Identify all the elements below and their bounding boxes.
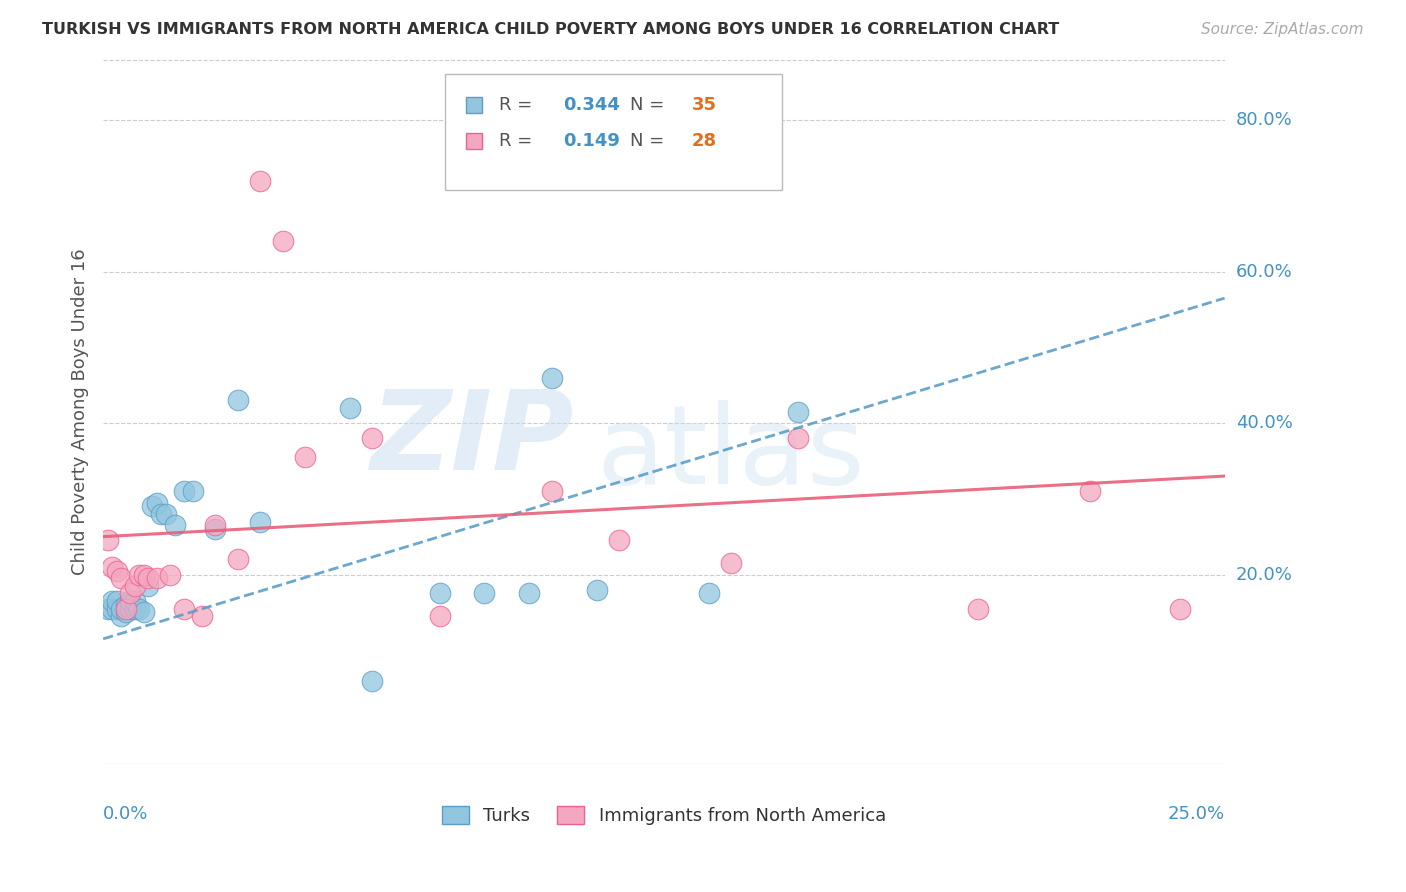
- Text: TURKISH VS IMMIGRANTS FROM NORTH AMERICA CHILD POVERTY AMONG BOYS UNDER 16 CORRE: TURKISH VS IMMIGRANTS FROM NORTH AMERICA…: [42, 22, 1060, 37]
- Point: [114, 598, 136, 612]
- Point: [163, 518, 186, 533]
- Point: [249, 174, 271, 188]
- Text: R =: R =: [499, 132, 538, 150]
- Text: 40.0%: 40.0%: [1236, 414, 1292, 432]
- FancyBboxPatch shape: [446, 74, 782, 190]
- Point: [181, 484, 204, 499]
- Point: [226, 552, 249, 566]
- Point: [787, 405, 810, 419]
- Text: 80.0%: 80.0%: [1236, 112, 1292, 129]
- Point: [118, 586, 141, 600]
- Point: [697, 586, 720, 600]
- Point: [146, 571, 169, 585]
- Point: [132, 567, 155, 582]
- Point: [124, 579, 146, 593]
- Point: [101, 560, 124, 574]
- Point: [97, 601, 120, 615]
- Point: [294, 450, 316, 464]
- Point: [118, 594, 141, 608]
- Point: [150, 507, 173, 521]
- Point: [271, 235, 294, 249]
- Text: atlas: atlas: [596, 401, 865, 508]
- Point: [474, 586, 496, 600]
- Text: 35: 35: [692, 96, 717, 114]
- Point: [105, 601, 128, 615]
- Point: [146, 495, 169, 509]
- Point: [105, 594, 128, 608]
- Point: [101, 601, 124, 615]
- Point: [540, 370, 562, 384]
- Point: [110, 601, 132, 615]
- Point: [97, 533, 120, 548]
- Point: [110, 609, 132, 624]
- Point: [105, 564, 128, 578]
- Point: [585, 582, 607, 597]
- Text: 0.149: 0.149: [562, 132, 620, 150]
- Point: [787, 431, 810, 445]
- Point: [114, 601, 136, 615]
- Text: ZIP: ZIP: [371, 386, 574, 493]
- Point: [1168, 601, 1191, 615]
- Point: [118, 601, 141, 615]
- Point: [226, 393, 249, 408]
- Legend: Turks, Immigrants from North America: Turks, Immigrants from North America: [441, 805, 886, 825]
- Point: [607, 533, 630, 548]
- Point: [124, 594, 146, 608]
- Y-axis label: Child Poverty Among Boys Under 16: Child Poverty Among Boys Under 16: [72, 248, 89, 575]
- Point: [339, 401, 361, 415]
- Point: [128, 601, 150, 615]
- Point: [110, 571, 132, 585]
- Point: [361, 431, 384, 445]
- Text: 0.344: 0.344: [562, 96, 620, 114]
- Text: 28: 28: [692, 132, 717, 150]
- Text: Source: ZipAtlas.com: Source: ZipAtlas.com: [1201, 22, 1364, 37]
- Point: [191, 609, 214, 624]
- Point: [141, 500, 163, 514]
- Text: 60.0%: 60.0%: [1236, 262, 1292, 281]
- Point: [136, 571, 159, 585]
- Point: [540, 484, 562, 499]
- Point: [429, 586, 451, 600]
- Point: [136, 579, 159, 593]
- Point: [124, 601, 146, 615]
- Point: [249, 515, 271, 529]
- Point: [429, 609, 451, 624]
- Point: [517, 586, 540, 600]
- Text: N =: N =: [630, 96, 671, 114]
- Text: 25.0%: 25.0%: [1167, 805, 1225, 823]
- Point: [361, 673, 384, 688]
- Point: [114, 606, 136, 620]
- Text: 0.0%: 0.0%: [103, 805, 149, 823]
- Text: N =: N =: [630, 132, 671, 150]
- Point: [128, 567, 150, 582]
- Point: [173, 484, 195, 499]
- Text: R =: R =: [499, 96, 538, 114]
- Point: [1078, 484, 1101, 499]
- Point: [132, 606, 155, 620]
- Point: [155, 507, 177, 521]
- Point: [204, 518, 226, 533]
- Point: [159, 567, 181, 582]
- Point: [720, 556, 742, 570]
- Point: [204, 522, 226, 536]
- Point: [101, 594, 124, 608]
- Point: [173, 601, 195, 615]
- Text: 20.0%: 20.0%: [1236, 566, 1292, 583]
- Point: [966, 601, 988, 615]
